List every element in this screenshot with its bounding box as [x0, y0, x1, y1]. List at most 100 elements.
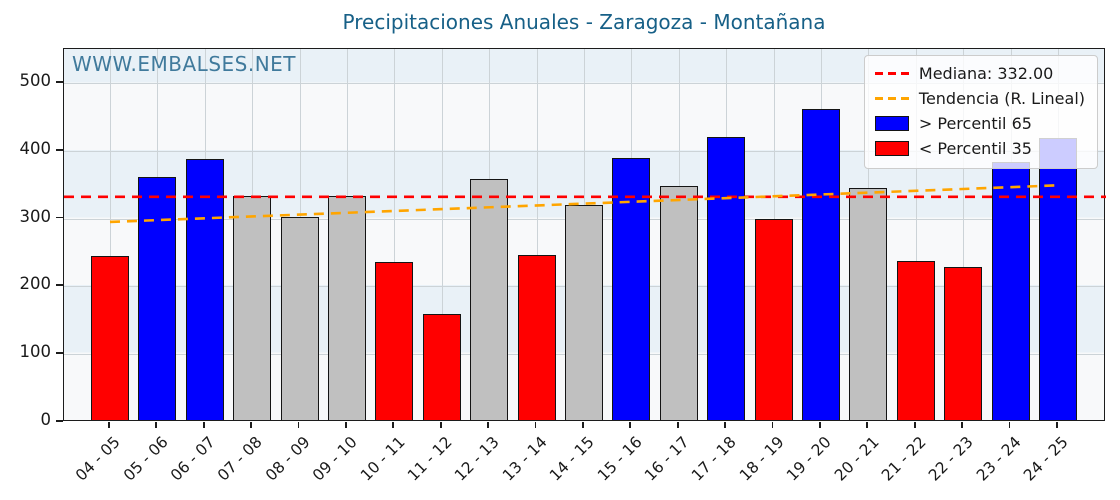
- legend-p65-label: > Percentil 65: [918, 114, 1032, 133]
- x-tick-mark: [676, 422, 679, 428]
- x-tick-label: 14 - 15: [546, 433, 598, 485]
- x-tick-label: 21 - 22: [877, 433, 930, 485]
- x-tick-label: 19 - 20: [783, 433, 835, 485]
- vertical-gridline: [963, 49, 965, 420]
- x-tick-mark: [961, 422, 963, 428]
- x-tick-label: 13 - 14: [498, 433, 551, 485]
- legend-p35-label: < Percentil 35: [918, 139, 1032, 158]
- y-tick-mark: [56, 352, 63, 354]
- x-tick-label: 23 - 24: [972, 433, 1025, 485]
- legend-item-p35: < Percentil 35: [874, 138, 1085, 159]
- x-tick-label: 12 - 13: [451, 433, 503, 485]
- x-tick-label: 18 - 19: [735, 433, 788, 485]
- y-tick-label: 200: [19, 274, 52, 294]
- x-tick-mark: [819, 422, 821, 428]
- bar-22-23: [944, 266, 983, 420]
- x-tick-label: 16 - 17: [640, 433, 693, 485]
- x-tick-mark: [297, 422, 300, 428]
- horizontal-gridline: [64, 82, 1104, 84]
- x-tick-mark: [155, 422, 158, 428]
- bar-12-13: [470, 178, 509, 420]
- bar-24-25: [1039, 137, 1077, 420]
- x-tick-label: 06 - 07: [166, 433, 219, 485]
- chart-title: Precipitaciones Anuales - Zaragoza - Mon…: [342, 10, 826, 34]
- bar-14-15: [565, 205, 603, 420]
- x-tick-label: 08 - 09: [261, 433, 314, 485]
- x-tick-mark: [108, 422, 110, 428]
- x-tick-label: 11 - 12: [403, 433, 456, 485]
- y-tick-label: 300: [19, 206, 52, 226]
- x-tick-mark: [582, 422, 584, 428]
- x-tick-mark: [629, 422, 632, 428]
- x-tick-mark: [439, 422, 442, 428]
- x-tick-mark: [487, 422, 489, 428]
- x-tick-label: 09 - 10: [309, 433, 361, 485]
- bar-19-20: [802, 108, 840, 420]
- legend: Mediana: 332.00 Tendencia (R. Lineal) > …: [863, 55, 1098, 169]
- y-axis: 0 100 200 300 400 500: [0, 48, 63, 429]
- x-tick-mark: [202, 422, 205, 428]
- bar-13-14: [517, 255, 556, 420]
- x-tick-mark: [771, 422, 774, 428]
- x-tick-mark: [1056, 422, 1058, 428]
- x-tick-label: 04 - 05: [72, 433, 124, 485]
- bar-18-19: [754, 218, 793, 420]
- y-tick-label: 100: [19, 342, 52, 362]
- legend-item-trend: Tendencia (R. Lineal): [874, 88, 1085, 109]
- bar-10-11: [375, 261, 414, 420]
- legend-median-label: Mediana: 332.00: [918, 64, 1054, 83]
- bar-06-07: [185, 158, 224, 420]
- x-tick-label: 20 - 21: [830, 433, 883, 485]
- x-tick-mark: [250, 422, 252, 428]
- bar-16-17: [659, 186, 698, 420]
- x-tick-label: 15 - 16: [593, 433, 646, 485]
- percentil35-swatch-icon: [874, 141, 909, 156]
- vertical-gridline: [536, 49, 538, 420]
- x-tick-label: 10 - 11: [356, 433, 409, 485]
- horizontal-gridline: [64, 150, 1104, 152]
- plot-area: WWW.EMBALSES.NET Mediana: 332.00 Tendenc…: [63, 48, 1106, 421]
- bar-05-06: [138, 177, 177, 420]
- vertical-gridline: [110, 49, 111, 420]
- x-tick-mark: [724, 422, 726, 428]
- bar-11-12: [422, 313, 461, 420]
- median-dash-icon: [874, 72, 909, 75]
- x-tick-mark: [534, 422, 537, 428]
- x-tick-label: 24 - 25: [1020, 433, 1072, 485]
- bar-23-24: [991, 162, 1030, 420]
- trend-dash-icon: [874, 97, 909, 100]
- bar-15-16: [612, 158, 651, 420]
- watermark: WWW.EMBALSES.NET: [72, 52, 297, 76]
- bar-08-09: [280, 216, 319, 420]
- y-tick-label: 0: [40, 410, 52, 429]
- y-tick-mark: [56, 216, 63, 219]
- legend-trend-label: Tendencia (R. Lineal): [918, 89, 1085, 108]
- legend-item-median: Mediana: 332.00: [874, 63, 1085, 84]
- vertical-gridline: [441, 49, 443, 420]
- vertical-gridline: [915, 49, 917, 420]
- bar-20-21: [849, 188, 888, 420]
- x-tick-label: 17 - 18: [688, 433, 740, 485]
- y-tick-label: 400: [19, 138, 52, 158]
- x-tick-label: 07 - 08: [214, 433, 266, 485]
- x-axis: 04 - 05 05 - 06 06 - 07 07 - 08 08 - 09 09 - …: [63, 421, 1105, 500]
- legend-item-p65: > Percentil 65: [874, 113, 1085, 134]
- percentil65-swatch-icon: [874, 116, 909, 131]
- x-tick-mark: [866, 422, 869, 428]
- x-tick-mark: [1008, 422, 1011, 428]
- y-tick-mark: [56, 420, 63, 422]
- bar-17-18: [707, 136, 746, 420]
- bar-09-10: [328, 196, 366, 420]
- y-tick-mark: [56, 284, 63, 287]
- vertical-gridline: [394, 49, 396, 420]
- bar-07-08: [233, 195, 272, 420]
- x-tick-mark: [345, 422, 347, 428]
- bar-04-05: [91, 255, 129, 420]
- y-tick-mark: [56, 80, 63, 83]
- x-tick-mark: [913, 422, 916, 428]
- x-tick-label: 05 - 06: [119, 433, 172, 485]
- x-tick-mark: [392, 422, 395, 428]
- bar-21-22: [896, 261, 935, 420]
- y-tick-label: 500: [19, 70, 52, 90]
